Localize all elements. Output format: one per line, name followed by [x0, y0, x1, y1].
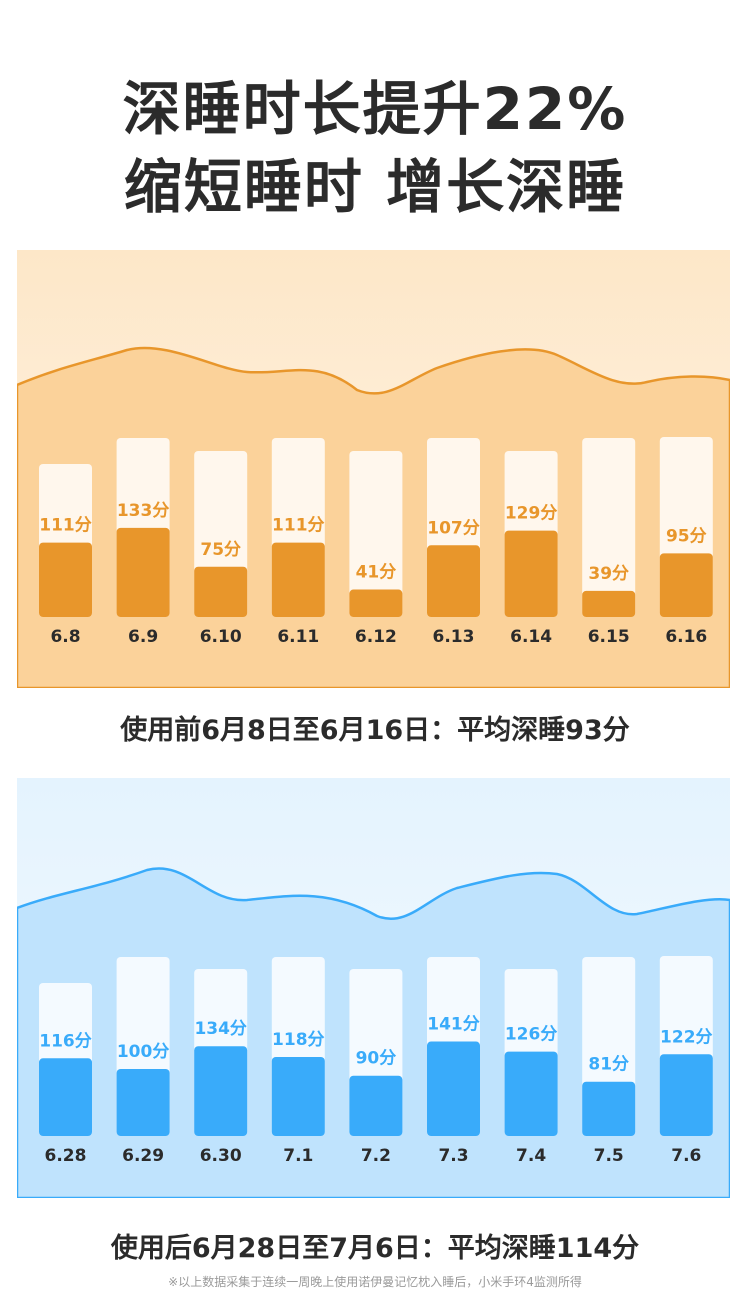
bar-value-label: 134分: [194, 1019, 247, 1039]
x-tick-label: 6.29: [122, 1146, 164, 1166]
bar-6.29: [116, 1069, 170, 1136]
headline-line1: 深睡时长提升22%: [122, 75, 628, 143]
bar-7.2: [349, 1075, 403, 1136]
x-tick-label: 7.1: [283, 1146, 313, 1166]
bar-value-label: 129分: [505, 504, 558, 524]
bar-value-label: 111分: [272, 516, 325, 536]
after-sleep-bar-chart: 116分 6.28 100分 6.29 134分 6.30 118分 7.1 90分 7.2 141…: [17, 867, 730, 1198]
x-tick-label: 6.14: [510, 627, 552, 647]
x-tick-label: 6.11: [277, 627, 319, 647]
x-tick-label: 7.5: [594, 1146, 624, 1166]
bar-value-label: 126分: [505, 1025, 558, 1045]
x-tick-label: 6.28: [45, 1146, 87, 1166]
x-tick-label: 6.10: [200, 627, 242, 647]
x-tick-label: 7.4: [516, 1146, 546, 1166]
bar-6.16: [659, 553, 713, 617]
x-tick-label: 7.6: [671, 1146, 701, 1166]
bar-7.3: [427, 1041, 480, 1136]
after-summary-caption: 使用后6月28日至7月6日：平均深睡114分: [110, 1233, 640, 1264]
x-tick-label: 6.9: [128, 627, 158, 647]
bar-7.4: [504, 1051, 558, 1136]
after-chart-panel: 116分 6.28 100分 6.29 134分 6.30 118分 7.1 90分 7.2 141…: [17, 778, 730, 1198]
bar-value-label: 90分: [356, 1049, 397, 1069]
bar-6.8: [39, 542, 92, 617]
bar-6.30: [194, 1046, 248, 1136]
bar-6.15: [582, 590, 636, 617]
x-tick-label: 6.15: [588, 627, 630, 647]
x-tick-label: 6.12: [355, 627, 397, 647]
x-tick-label: 7.2: [361, 1146, 391, 1166]
before-summary-caption: 使用前6月8日至6月16日：平均深睡93分: [120, 715, 630, 746]
bar-value-label: 39分: [588, 564, 629, 584]
bar-track: [349, 451, 403, 617]
bar-value-label: 118分: [272, 1030, 325, 1050]
bar-6.14: [504, 530, 558, 617]
x-tick-label: 6.30: [200, 1146, 242, 1166]
bar-value-label: 116分: [39, 1031, 92, 1051]
x-tick-label: 6.13: [433, 627, 475, 647]
bar-7.6: [659, 1054, 713, 1136]
bar-6.12: [349, 589, 403, 617]
bar-6.10: [194, 566, 248, 617]
x-tick-label: 7.3: [438, 1146, 468, 1166]
before-chart-panel: 111分 6.8 133分 6.9 75分 6.10 111分 6.11 41分 6.12 107分…: [17, 250, 730, 688]
bar-6.13: [427, 545, 480, 617]
x-tick-label: 6.16: [665, 627, 707, 647]
bar-6.28: [39, 1058, 92, 1136]
bar-value-label: 41分: [356, 563, 397, 583]
bar-track: [582, 438, 636, 617]
bar-value-label: 75分: [200, 540, 241, 560]
bar-7.1: [271, 1056, 325, 1136]
bar-value-label: 133分: [117, 501, 170, 521]
bar-7.5: [582, 1081, 636, 1136]
before-sleep-bar-chart: 111分 6.8 133分 6.9 75分 6.10 111分 6.11 41分 6.12 107分…: [17, 346, 730, 688]
bar-value-label: 122分: [660, 1027, 713, 1047]
bar-6.11: [271, 542, 325, 617]
bar-value-label: 111分: [39, 516, 92, 536]
bar-value-label: 95分: [666, 526, 707, 546]
bar-value-label: 100分: [117, 1042, 170, 1062]
bar-value-label: 141分: [427, 1015, 480, 1035]
headline-line2: 缩短睡时 增长深睡: [123, 153, 627, 221]
bar-value-label: 107分: [427, 518, 480, 538]
bar-6.9: [116, 527, 170, 617]
x-tick-label: 6.8: [50, 627, 80, 647]
bar-value-label: 81分: [588, 1055, 629, 1075]
data-source-footnote: ※以上数据采集于连续一周晚上使用诺伊曼记忆枕入睡后，小米手环4监测所得: [168, 1275, 582, 1289]
